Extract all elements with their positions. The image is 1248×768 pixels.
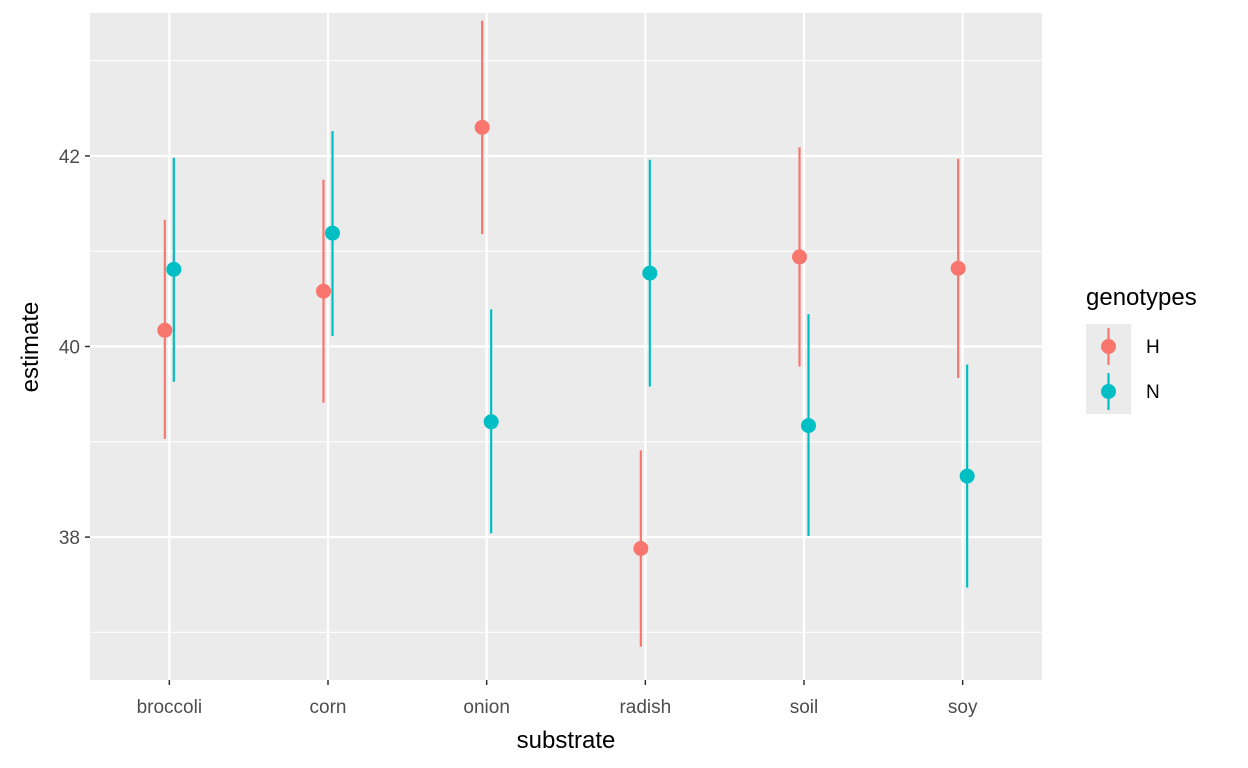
x-tick-label: radish: [619, 697, 671, 718]
data-point: [642, 265, 658, 281]
x-tick-label: soil: [790, 697, 819, 718]
legend-key-point: [1101, 339, 1116, 354]
data-point: [792, 249, 807, 265]
data-point: [316, 283, 331, 299]
data-point: [950, 260, 966, 276]
data-point: [959, 468, 975, 484]
legend-title: genotypes: [1086, 284, 1197, 311]
y-axis: 38 40 42: [59, 147, 90, 549]
data-point: [633, 541, 649, 557]
x-axis: broccoli corn onion radish soil soy: [137, 680, 978, 718]
y-tick-label: 40: [59, 338, 80, 359]
x-tick-label: corn: [310, 697, 347, 718]
data-point: [474, 119, 490, 135]
data-point: [483, 414, 499, 430]
data-point: [166, 261, 182, 277]
x-tick-label: soy: [948, 697, 978, 718]
data-point: [325, 225, 340, 241]
legend: genotypes H N: [1086, 284, 1197, 414]
y-axis-title: estimate: [17, 302, 44, 393]
major-gridlines: [90, 13, 1042, 680]
legend-label: N: [1146, 382, 1160, 403]
y-tick-label: 38: [59, 528, 80, 549]
legend-key-point: [1101, 384, 1116, 399]
legend-label: H: [1146, 337, 1160, 358]
minor-gridlines: [90, 60, 1042, 633]
x-axis-title: substrate: [517, 727, 616, 754]
y-tick-label: 42: [59, 147, 80, 168]
x-tick-label: onion: [463, 697, 510, 718]
data-point: [157, 322, 173, 338]
data-marks: [157, 20, 975, 647]
x-tick-label: broccoli: [137, 697, 202, 718]
data-point: [801, 418, 816, 434]
